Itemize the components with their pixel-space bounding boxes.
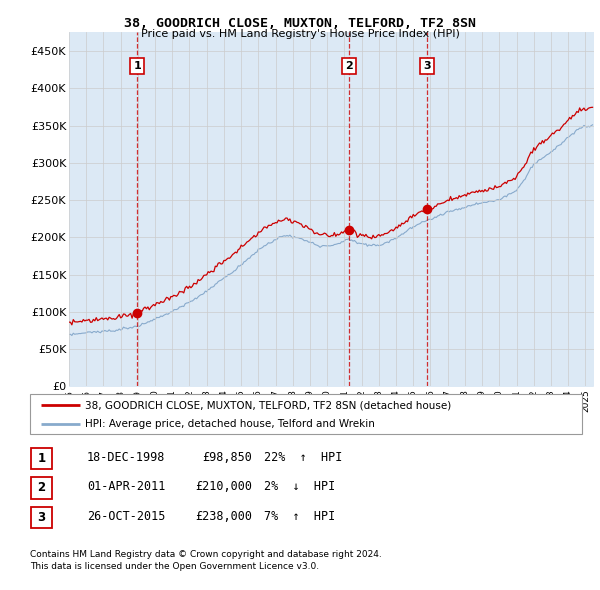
Text: 26-OCT-2015: 26-OCT-2015	[87, 510, 166, 523]
Text: £98,850: £98,850	[202, 451, 252, 464]
Text: 1: 1	[133, 61, 141, 71]
Text: 22%  ↑  HPI: 22% ↑ HPI	[264, 451, 343, 464]
Text: 2%  ↓  HPI: 2% ↓ HPI	[264, 480, 335, 493]
Text: This data is licensed under the Open Government Licence v3.0.: This data is licensed under the Open Gov…	[30, 562, 319, 571]
Text: 38, GOODRICH CLOSE, MUXTON, TELFORD, TF2 8SN (detached house): 38, GOODRICH CLOSE, MUXTON, TELFORD, TF2…	[85, 401, 451, 411]
Text: 38, GOODRICH CLOSE, MUXTON, TELFORD, TF2 8SN: 38, GOODRICH CLOSE, MUXTON, TELFORD, TF2…	[124, 17, 476, 30]
Text: Contains HM Land Registry data © Crown copyright and database right 2024.: Contains HM Land Registry data © Crown c…	[30, 550, 382, 559]
Text: 18-DEC-1998: 18-DEC-1998	[87, 451, 166, 464]
Text: 7%  ↑  HPI: 7% ↑ HPI	[264, 510, 335, 523]
Text: 1: 1	[37, 452, 46, 465]
Text: £238,000: £238,000	[195, 510, 252, 523]
Text: 01-APR-2011: 01-APR-2011	[87, 480, 166, 493]
Text: HPI: Average price, detached house, Telford and Wrekin: HPI: Average price, detached house, Telf…	[85, 419, 375, 430]
Text: 2: 2	[37, 481, 46, 494]
Text: 2: 2	[345, 61, 353, 71]
Text: 3: 3	[423, 61, 431, 71]
Text: £210,000: £210,000	[195, 480, 252, 493]
Text: Price paid vs. HM Land Registry's House Price Index (HPI): Price paid vs. HM Land Registry's House …	[140, 29, 460, 39]
Text: 3: 3	[37, 511, 46, 524]
